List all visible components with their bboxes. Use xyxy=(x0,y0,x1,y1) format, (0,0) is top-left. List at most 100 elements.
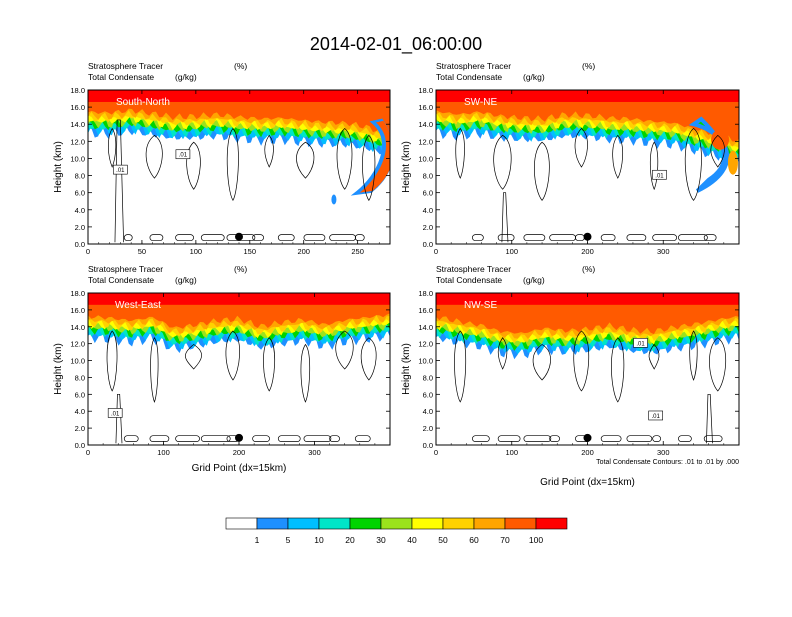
panel-units-tracer: (%) xyxy=(234,61,247,71)
colorbar-box xyxy=(349,517,382,530)
boundary-layer-contour xyxy=(354,435,371,442)
boundary-layer-contour xyxy=(149,435,170,442)
boundary-layer-contour xyxy=(175,435,200,442)
boundary-layer-contour xyxy=(200,435,231,442)
boundary-layer-contour xyxy=(497,234,515,241)
y-tick-label: 12.0 xyxy=(418,340,433,349)
contour-label-box xyxy=(107,408,123,418)
colorbar: 1 5 10 20 30 40 50 60 70 100 xyxy=(225,517,568,545)
colorbar-label: 10 xyxy=(314,535,324,545)
y-tick-label: 18.0 xyxy=(70,86,85,95)
colorbar-box xyxy=(287,517,320,530)
colorbar-box xyxy=(225,517,258,530)
boundary-layer-contour xyxy=(497,435,521,442)
condensate-contour xyxy=(264,134,274,168)
boundary-layer-contour xyxy=(200,234,225,241)
condensate-contour xyxy=(573,330,590,392)
condensate-contour xyxy=(296,141,315,179)
x-tick-label: 200 xyxy=(297,247,310,256)
y-tick-label: 0.0 xyxy=(423,240,433,249)
colorbar-label: 100 xyxy=(529,535,543,545)
y-tick-label: 10.0 xyxy=(70,357,85,366)
panel-bottom-left: .01 West-East 0.0 2.0 4.0 6.0 8.0 10.0 12.0 14.0 1… xyxy=(53,264,391,474)
panel-title-condensate: Total Condensate xyxy=(436,72,502,82)
y-tick-label: 2.0 xyxy=(423,424,433,433)
condensate-contour xyxy=(360,337,377,381)
plot-area: .01 SW-NE xyxy=(436,90,739,244)
condensate-contour xyxy=(106,330,118,392)
colorbar-box xyxy=(411,517,444,530)
colorbar-box xyxy=(380,517,413,530)
panel-units-condensate: (g/kg) xyxy=(523,72,545,82)
cross-section-label: SW-NE xyxy=(464,97,497,108)
x-tick-label: 150 xyxy=(244,247,257,256)
y-tick-label: 8.0 xyxy=(75,172,85,181)
contour-label-box xyxy=(633,338,648,348)
colorbar-box xyxy=(256,517,289,530)
boundary-layer-contour xyxy=(472,234,484,241)
y-tick-label: 14.0 xyxy=(70,323,85,332)
x-tick-label: 200 xyxy=(233,448,246,457)
tracer-band-core xyxy=(88,293,390,304)
boundary-layer-contour xyxy=(472,435,490,442)
contour-label: .01 xyxy=(179,153,188,159)
condensate-contour xyxy=(574,128,588,168)
condensate-contour xyxy=(497,337,508,370)
location-marker xyxy=(583,232,592,241)
contour-footnote: Total Condensate Contours: .01 to .01 by… xyxy=(596,459,739,466)
y-tick-label: 10.0 xyxy=(70,154,85,163)
location-marker xyxy=(235,433,243,442)
panel-title-tracer: Stratosphere Tracer xyxy=(436,61,511,71)
boundary-layer-contour xyxy=(678,234,708,241)
panels-group: .01 .01 South-North 0.0 2.0 4.0 6.0 8.0 10.0 12.0… xyxy=(53,61,740,488)
contour-label-box xyxy=(175,149,191,160)
y-tick-label: 6.0 xyxy=(75,390,85,399)
panel-top-left: .01 .01 South-North 0.0 2.0 4.0 6.0 8.0 10.0 12.0… xyxy=(53,61,391,256)
colorbar-label: 20 xyxy=(345,535,355,545)
y-tick-label: 18.0 xyxy=(418,86,433,95)
boundary-layer-contour xyxy=(303,234,326,241)
x-tick-label: 0 xyxy=(434,448,438,457)
cross-section-label: South-North xyxy=(116,97,170,108)
panel-units-condensate: (g/kg) xyxy=(175,72,197,82)
x-tick-label: 0 xyxy=(434,247,438,256)
condensate-contour xyxy=(611,337,625,403)
condensate-contours xyxy=(107,119,376,243)
location-marker xyxy=(583,433,592,442)
y-tick-label: 4.0 xyxy=(75,206,85,215)
x-tick-label: 100 xyxy=(505,247,518,256)
panel-title-tracer: Stratosphere Tracer xyxy=(88,61,163,71)
x-tick-label: 300 xyxy=(657,247,670,256)
boundary-layer-contour xyxy=(303,435,332,442)
boundary-layer-contour xyxy=(123,234,133,241)
tracer-intrusion-core xyxy=(711,129,730,150)
y-tick-label: 12.0 xyxy=(70,340,85,349)
contour-label: .01 xyxy=(111,411,120,417)
condensate-contour xyxy=(649,141,659,191)
y-tick-label: 16.0 xyxy=(418,306,433,315)
condensate-contour xyxy=(532,344,551,381)
colorbar-label: 50 xyxy=(438,535,448,545)
boundary-layer-contour xyxy=(678,435,692,442)
convective-contour xyxy=(501,192,509,243)
x-axis-label: Grid Point (dx=15km) xyxy=(192,463,287,474)
panel-bottom-right: .01 .01 NW-SE 0.0 2.0 4.0 6.0 8.0 10.0 12.0 14.0 16… xyxy=(401,264,740,488)
y-tick-label: 8.0 xyxy=(75,373,85,382)
y-tick-label: 18.0 xyxy=(418,289,433,298)
y-tick-label: 6.0 xyxy=(75,189,85,198)
panel-title-tracer: Stratosphere Tracer xyxy=(436,264,511,274)
x-axis-label: Grid Point (dx=15km) xyxy=(540,477,635,488)
tracer-intrusion-core xyxy=(359,120,390,193)
contour-label: .01 xyxy=(652,414,661,420)
tracer-band-core xyxy=(436,90,739,101)
boundary-layer-contour xyxy=(277,435,301,442)
boundary-layer-contour xyxy=(523,234,546,241)
condensate-contour xyxy=(362,134,376,201)
y-tick-label: 18.0 xyxy=(70,289,85,298)
x-tick-label: 200 xyxy=(581,247,594,256)
y-tick-label: 0.0 xyxy=(75,441,85,450)
condensate-contour xyxy=(455,127,465,179)
y-axis-label: Height (km) xyxy=(53,141,64,193)
y-tick-label: 4.0 xyxy=(423,206,433,215)
